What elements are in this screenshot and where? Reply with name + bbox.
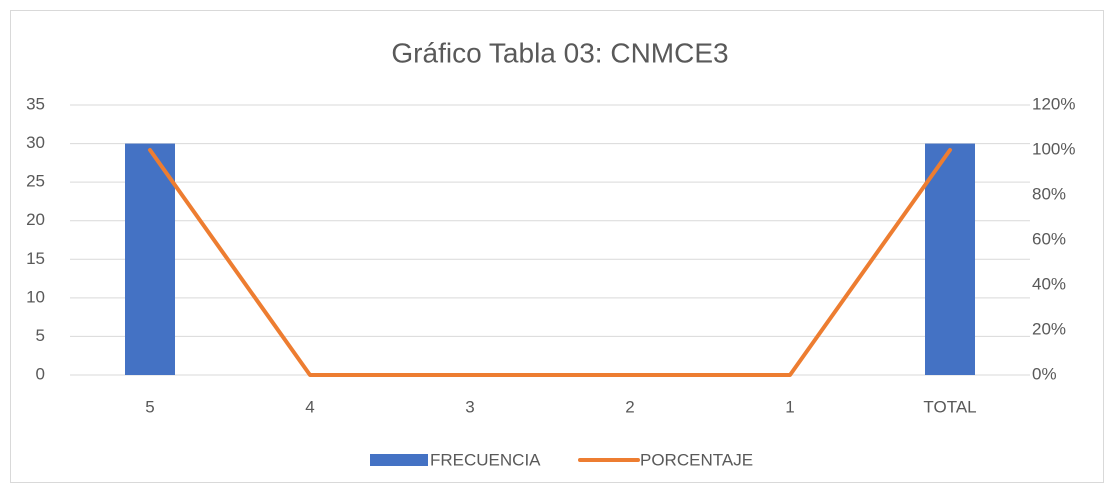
x-tick-label: 1 [785, 397, 794, 416]
chart-title: Gráfico Tabla 03: CNMCE3 [391, 37, 728, 68]
y-tick-label: 25 [26, 172, 45, 191]
y2-tick-label: 80% [1032, 184, 1066, 203]
y2-tick-label: 20% [1032, 319, 1066, 338]
line [148, 148, 952, 377]
y-tick-label: 15 [26, 249, 45, 268]
y-tick-label: 5 [36, 326, 45, 345]
y2-tick-label: 100% [1032, 139, 1075, 158]
x-tick-label: 2 [625, 397, 634, 416]
y2-tick-label: 0% [1032, 364, 1057, 383]
bar [925, 143, 975, 375]
legend-swatch [370, 454, 428, 466]
y2-tick-label: 40% [1032, 274, 1066, 293]
x-tick-label: TOTAL [923, 397, 976, 416]
x-tick-label: 4 [305, 397, 314, 416]
chart-border [10, 10, 1104, 483]
x-tick-label: 3 [465, 397, 474, 416]
y2-tick-label: 60% [1032, 229, 1066, 248]
bar [125, 143, 175, 375]
y-tick-label: 10 [26, 287, 45, 306]
x-tick-label: 5 [145, 397, 154, 416]
y-tick-label: 35 [26, 94, 45, 113]
y2-tick-label: 120% [1032, 94, 1075, 113]
legend-label: FRECUENCIA [430, 450, 541, 469]
legend-label: PORCENTAJE [640, 450, 753, 469]
y-tick-label: 30 [26, 133, 45, 152]
y-tick-label: 0 [36, 364, 45, 383]
y-tick-label: 20 [26, 210, 45, 229]
